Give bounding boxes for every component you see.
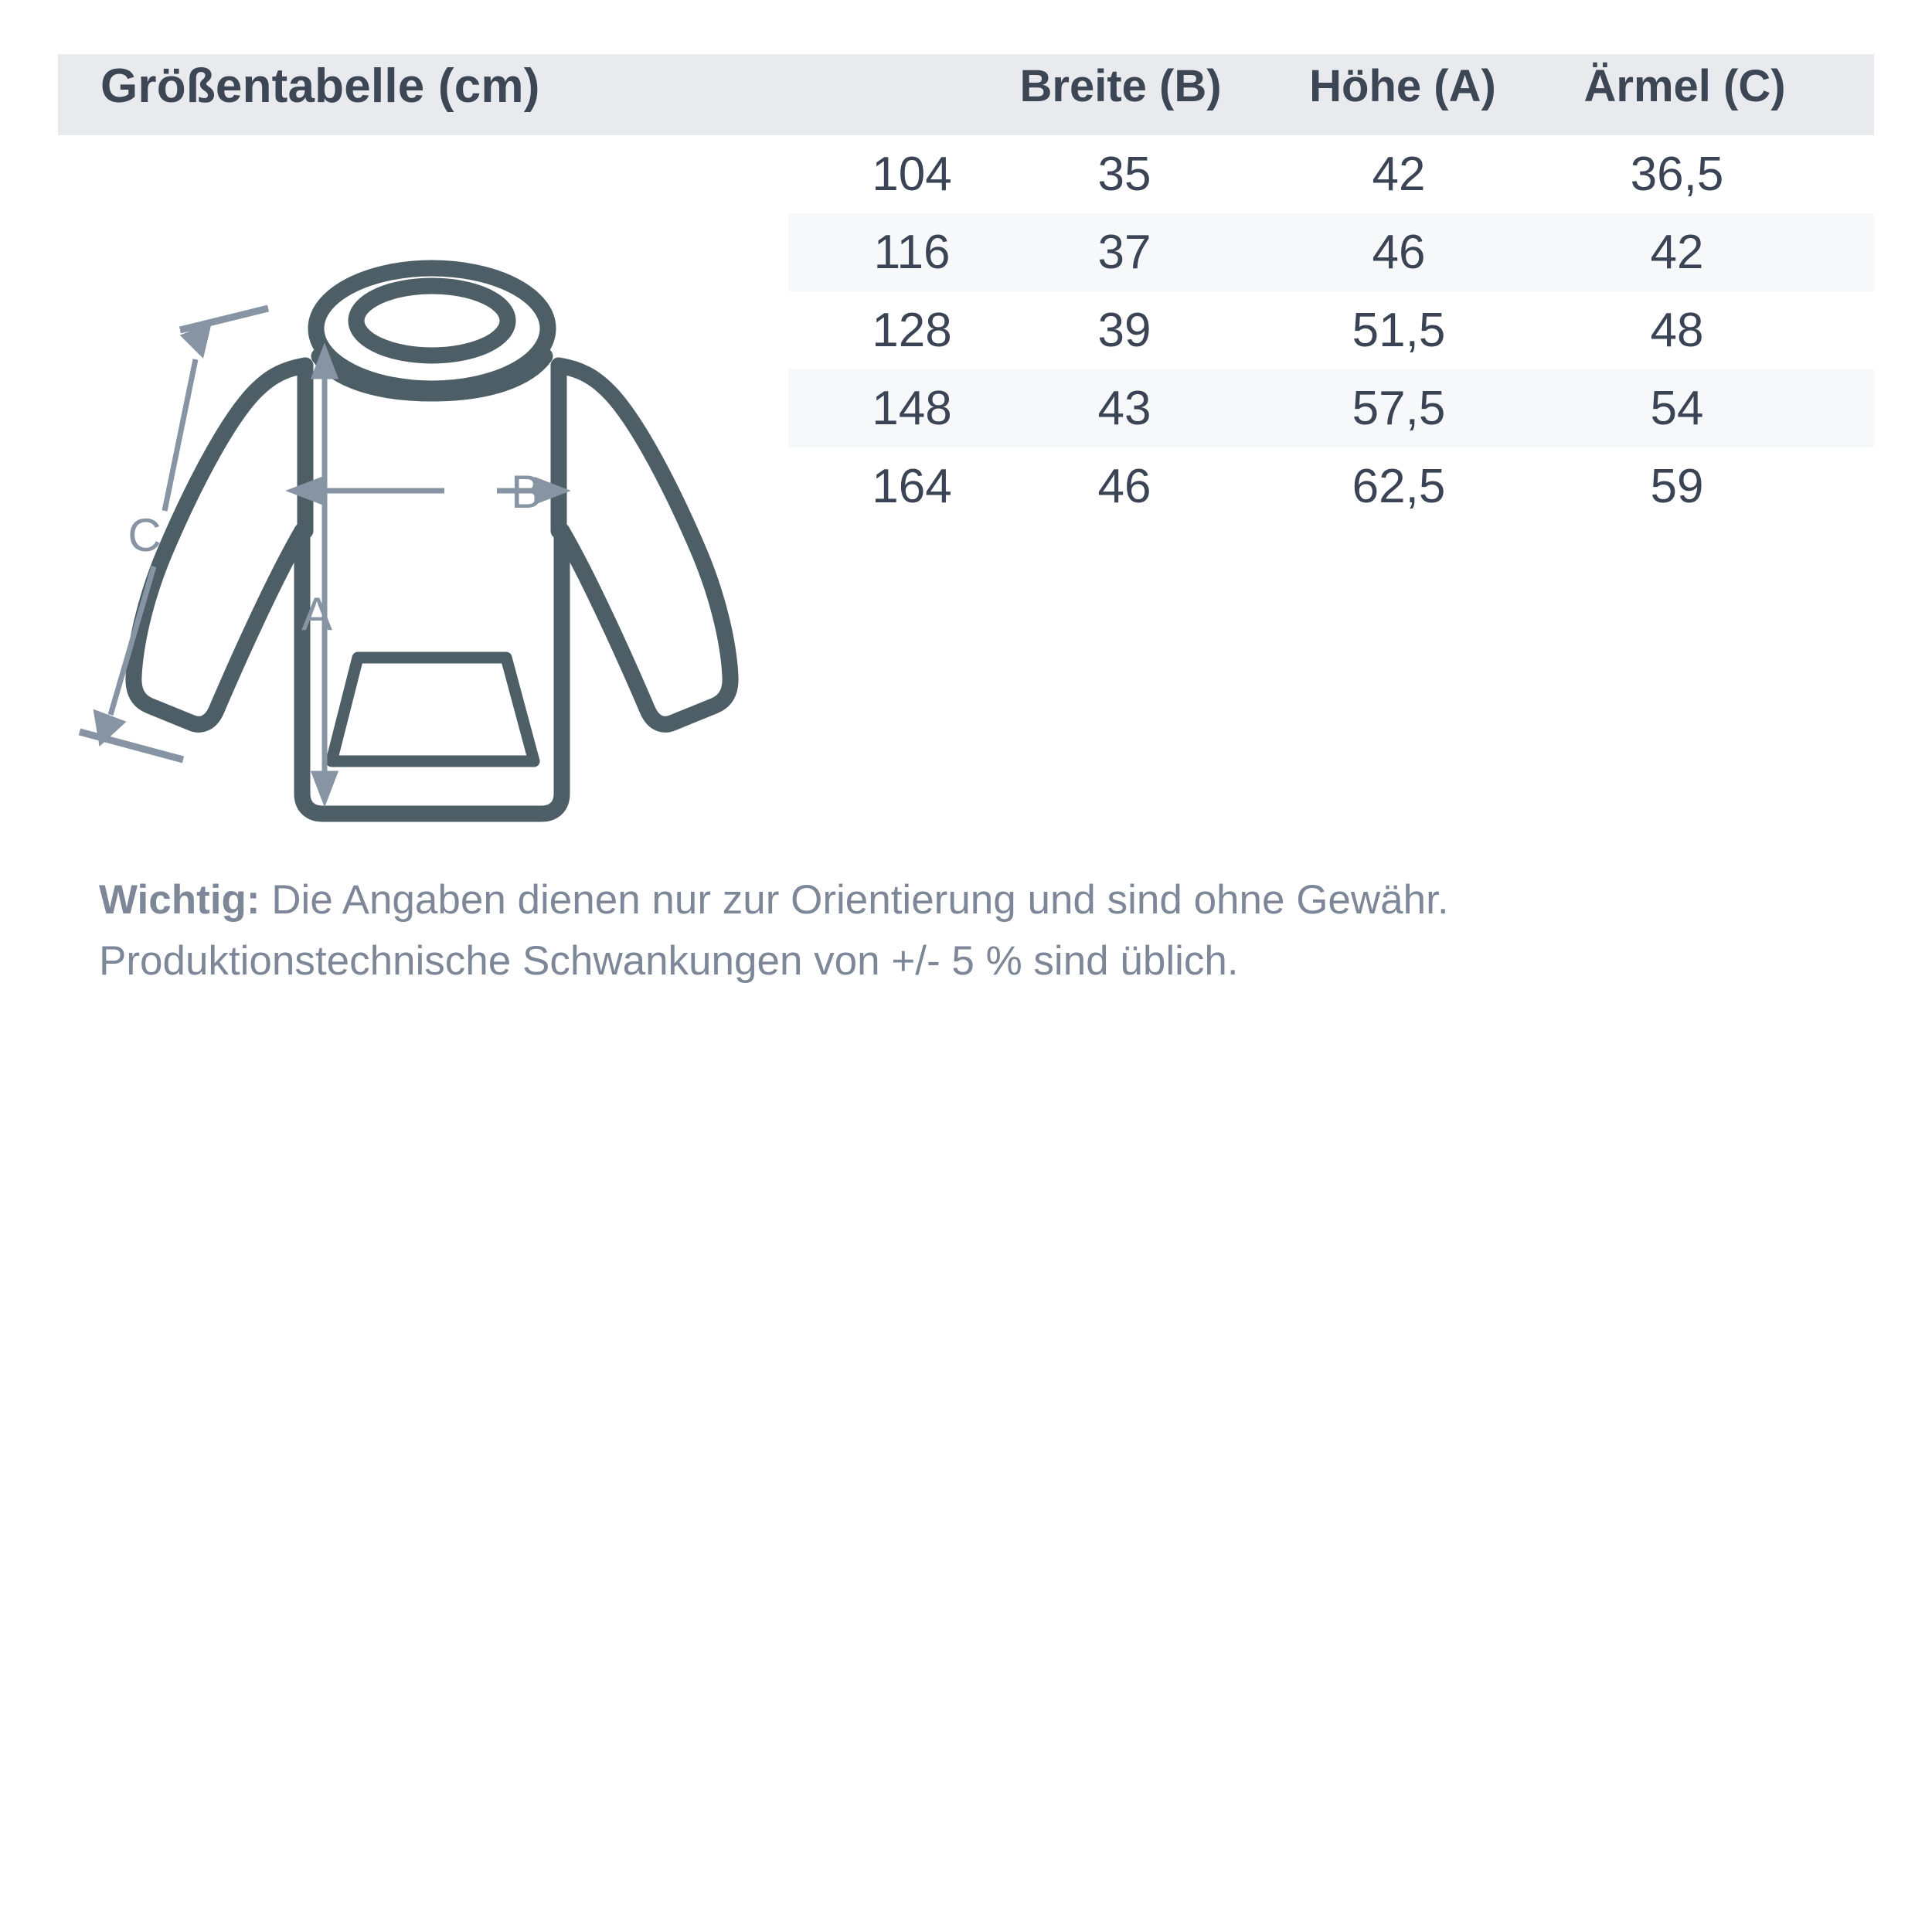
hoodie-icon: B A C [78, 260, 739, 822]
cell-breite: 37 [1097, 226, 1151, 279]
footnote-line2: Produktionstechnische Schwankungen von +… [99, 938, 1239, 984]
table-row: 128 39 51,5 48 [0, 291, 1932, 369]
cell-aermel: 54 [1650, 382, 1704, 435]
page-title: Größentabelle (cm) [100, 60, 540, 113]
table-row: 104 35 42 36,5 [0, 135, 1932, 213]
table-row: 116 37 46 42 [0, 213, 1932, 291]
cell-aermel: 36,5 [1630, 148, 1724, 201]
hoodie-pocket [325, 651, 540, 767]
cell-aermel: 59 [1650, 460, 1704, 513]
cell-hoehe: 51,5 [1352, 304, 1446, 357]
cell-hoehe: 62,5 [1352, 460, 1446, 513]
dim-label-b: B [511, 466, 542, 518]
cell-size: 148 [872, 382, 952, 435]
dim-label-c: C [128, 509, 161, 561]
row-highlight [788, 369, 1874, 447]
footnote-line1: Die Angaben dienen nur zur Orientierung … [260, 877, 1449, 923]
dim-tick-c-bottom [78, 728, 185, 764]
cell-hoehe: 57,5 [1352, 382, 1446, 435]
hoodie-outline [125, 260, 739, 822]
cell-hoehe: 42 [1372, 148, 1426, 201]
footnote: Wichtig: Die Angaben dienen nur zur Orie… [99, 869, 1861, 992]
dim-line-c-lower [107, 566, 157, 716]
dim-arrow-c-bottom [93, 709, 127, 747]
cell-size: 164 [872, 460, 952, 513]
dim-label-a: A [301, 588, 332, 640]
table-header-band [58, 54, 1874, 135]
row-highlight [788, 213, 1874, 291]
size-table-body: 104 35 42 36,5 116 37 46 42 128 39 51,5 … [0, 135, 1932, 526]
cell-hoehe: 46 [1372, 226, 1426, 279]
dimension-lines [78, 304, 571, 808]
table-row: 164 46 62,5 59 [0, 447, 1932, 526]
cell-aermel: 48 [1650, 304, 1704, 357]
dim-arrow-a-bottom [310, 770, 339, 808]
cell-size: 104 [872, 148, 952, 201]
cell-breite: 39 [1097, 304, 1151, 357]
cell-breite: 46 [1097, 460, 1151, 513]
dim-tick-c-top [179, 304, 270, 334]
column-header-breite: Breite (B) [1019, 61, 1222, 111]
hoodie-diagram: B A C [73, 228, 792, 822]
cell-size: 116 [873, 226, 951, 279]
cell-breite: 35 [1097, 148, 1151, 201]
dim-arrow-b-right [534, 476, 571, 505]
cell-size: 128 [872, 304, 952, 357]
dim-arrow-b-left [285, 476, 322, 505]
footnote-lead: Wichtig: [99, 877, 260, 923]
table-row: 148 43 57,5 54 [0, 369, 1932, 447]
column-header-hoehe: Höhe (A) [1309, 61, 1496, 111]
dim-arrow-c-top [179, 322, 212, 359]
cell-aermel: 42 [1650, 226, 1704, 279]
dim-arrow-a-top [310, 342, 339, 379]
column-header-aermel: Ärmel (C) [1583, 61, 1786, 111]
dim-line-c-upper [162, 359, 199, 512]
cell-breite: 43 [1097, 382, 1151, 435]
